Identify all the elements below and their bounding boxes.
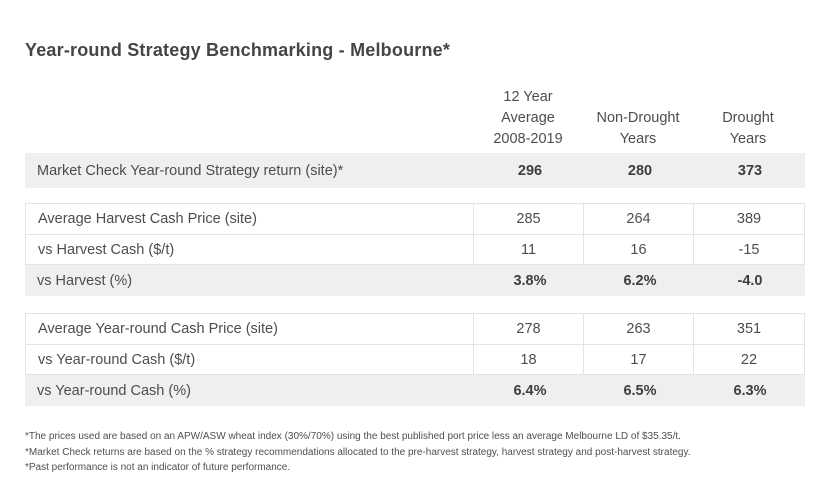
cell-12yr-average: 11 — [474, 235, 584, 264]
table-section-strategy-return: Market Check Year-round Strategy return … — [25, 153, 805, 188]
page-title: Year-round Strategy Benchmarking - Melbo… — [25, 40, 451, 60]
cell-12yr-average: 3.8% — [513, 272, 547, 289]
table-row-vs-harvest-percent: vs Harvest (%) 3.8% 6.2% -4.0 — [25, 265, 805, 296]
column-header-line: Years — [619, 131, 657, 147]
column-header-line: Drought — [722, 110, 774, 126]
table-row-vs-harvest-cash: vs Harvest Cash ($/t) 11 16 -15 — [25, 234, 805, 265]
footnotes: *The prices used are based on an APW/ASW… — [25, 429, 691, 476]
footnote-performance: *Past performance is not an indicator of… — [25, 462, 291, 473]
table-section-year-round: Average Year-round Cash Price (site) 278… — [25, 313, 805, 406]
table-section-harvest: Average Harvest Cash Price (site) 285 26… — [25, 203, 805, 296]
column-header-non-drought-years: Non-Drought Years — [583, 87, 693, 150]
row-label: vs Harvest Cash ($/t) — [26, 235, 474, 264]
cell-drought: 389 — [736, 211, 762, 227]
column-headers: 12 Year Average 2008-2019 Non-Drought Ye… — [473, 87, 803, 150]
cell-non-drought: 17 — [584, 345, 694, 374]
column-header-line: Years — [729, 131, 767, 147]
footnote-prices: *The prices used are based on an APW/ASW… — [25, 431, 681, 442]
cell-12yr-average: 285 — [474, 204, 584, 234]
column-header-line: Non-Drought — [596, 110, 680, 126]
row-label: vs Harvest (%) — [37, 272, 133, 289]
row-label: Market Check Year-round Strategy return … — [37, 162, 344, 179]
cell-drought: 6.3% — [733, 382, 767, 399]
cell-non-drought: 280 — [627, 162, 653, 179]
cell-12yr-average: 296 — [517, 162, 543, 179]
column-header-line: 12 Year — [503, 89, 553, 105]
table-row-avg-year-round-cash-price: Average Year-round Cash Price (site) 278… — [25, 313, 805, 344]
cell-drought: 373 — [737, 162, 763, 179]
cell-12yr-average: 6.4% — [513, 382, 547, 399]
table-row-vs-year-round-percent: vs Year-round Cash (%) 6.4% 6.5% 6.3% — [25, 375, 805, 406]
cell-drought: 351 — [736, 321, 762, 337]
cell-non-drought: 16 — [584, 235, 694, 264]
cell-non-drought: 264 — [584, 204, 694, 234]
cell-non-drought: 263 — [584, 314, 694, 344]
table-row-vs-year-round-cash: vs Year-round Cash ($/t) 18 17 22 — [25, 344, 805, 375]
column-header-12-year-average: 12 Year Average 2008-2019 — [473, 87, 583, 150]
cell-12yr-average: 278 — [474, 314, 584, 344]
cell-drought: -4.0 — [737, 272, 763, 289]
row-label: Average Year-round Cash Price (site) — [26, 314, 474, 344]
row-label: vs Year-round Cash ($/t) — [26, 345, 474, 374]
column-header-line: 2008-2019 — [493, 131, 563, 147]
row-label: Average Harvest Cash Price (site) — [26, 204, 474, 234]
column-header-drought-years: Drought Years — [693, 87, 803, 150]
benchmark-table: Market Check Year-round Strategy return … — [25, 153, 805, 406]
cell-drought: -15 — [738, 241, 760, 258]
column-header-line: Average — [501, 110, 555, 126]
cell-drought: 22 — [740, 351, 758, 368]
table-row-avg-harvest-cash-price: Average Harvest Cash Price (site) 285 26… — [25, 203, 805, 234]
cell-non-drought: 6.2% — [623, 272, 657, 289]
footnote-returns: *Market Check returns are based on the %… — [25, 446, 691, 458]
table-row-strategy-return: Market Check Year-round Strategy return … — [25, 153, 805, 188]
cell-12yr-average: 18 — [474, 345, 584, 374]
cell-non-drought: 6.5% — [623, 382, 657, 399]
row-label: vs Year-round Cash (%) — [37, 382, 191, 399]
